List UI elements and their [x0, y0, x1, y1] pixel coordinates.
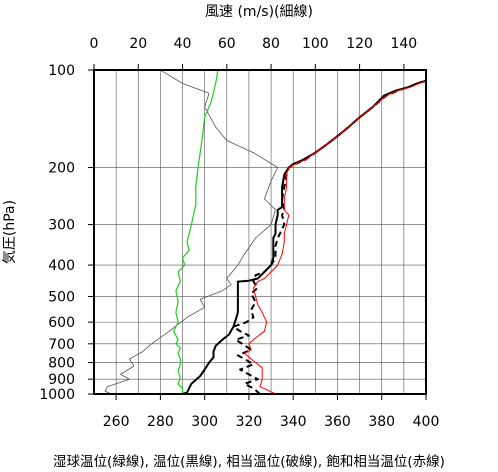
wind-tick-label: 120 [346, 36, 373, 52]
series-equivalent-potential-temperature-line [232, 79, 427, 395]
wind-tick-label: 140 [390, 36, 417, 52]
pressure-tick-label: 400 [48, 258, 75, 274]
top-axis-title: 風速 (m/s)(細線) [205, 4, 313, 20]
plot-frame [93, 69, 427, 395]
pressure-tick-label: 800 [48, 356, 75, 372]
temperature-tick-label: 360 [324, 414, 351, 430]
pressure-tick-label: 700 [48, 337, 75, 353]
wind-tick-label: 20 [129, 36, 147, 52]
wind-tick-label: 60 [218, 36, 236, 52]
series-potential-temperature-line [182, 79, 427, 395]
temperature-tick-label: 320 [236, 414, 263, 430]
temperature-tick-label: 280 [147, 414, 174, 430]
pressure-tick-label: 600 [48, 315, 75, 331]
wind-tick-label: 0 [90, 36, 99, 52]
temperature-tick-label: 400 [413, 414, 440, 430]
pressure-tick-label: 500 [48, 289, 75, 305]
temperature-tick-label: 300 [191, 414, 218, 430]
temperature-tick-label: 260 [103, 414, 130, 430]
pressure-tick-label: 300 [48, 218, 75, 234]
temperature-tick-label: 380 [368, 414, 395, 430]
temperature-tick-label: 340 [280, 414, 307, 430]
left-axis-title: 気圧(hPa) [2, 200, 18, 264]
pressure-tick-label: 200 [48, 161, 75, 177]
wind-tick-label: 80 [262, 36, 280, 52]
grid [93, 69, 427, 395]
series-wet-bulb-potential-temperature-line [173, 69, 219, 394]
wind-tick-label: 100 [302, 36, 329, 52]
wind-tick-label: 40 [174, 36, 192, 52]
bottom-caption: 湿球温位(緑線), 温位(黒線), 相当温位(破線), 飽和相当温位(赤線) [53, 454, 445, 470]
pressure-tick-label: 100 [48, 63, 75, 79]
series-wind-line [104, 69, 279, 395]
axis-ticks: 0 20 40 60 80 100 120 140 260 280 300 320 340 360 380 4… [39, 36, 439, 430]
pressure-tick-label: 900 [48, 372, 75, 388]
pressure-tick-label: 1000 [39, 387, 75, 403]
series-layer [104, 69, 427, 395]
series-saturated-equivalent-potential-temperature-line [244, 80, 427, 395]
